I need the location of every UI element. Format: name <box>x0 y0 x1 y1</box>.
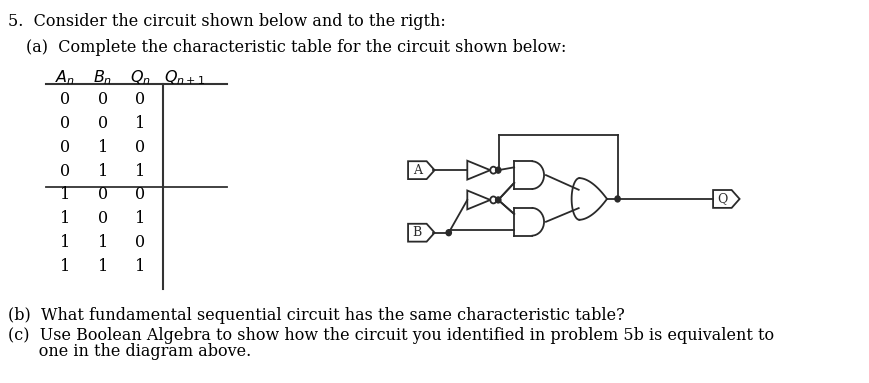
Text: 0: 0 <box>135 91 145 108</box>
Text: 1: 1 <box>98 139 108 156</box>
Text: $B_n$: $B_n$ <box>93 68 113 87</box>
Text: 0: 0 <box>135 139 145 156</box>
Text: B: B <box>412 226 421 239</box>
Text: 1: 1 <box>135 163 145 180</box>
Text: 1: 1 <box>135 210 145 227</box>
Text: 0: 0 <box>98 210 108 227</box>
Text: 1: 1 <box>98 234 108 251</box>
Text: 1: 1 <box>98 258 108 275</box>
Circle shape <box>446 230 451 236</box>
Circle shape <box>495 167 501 173</box>
Text: $A_n$: $A_n$ <box>55 68 75 87</box>
Text: 0: 0 <box>98 187 108 203</box>
Text: 0: 0 <box>135 187 145 203</box>
Circle shape <box>614 196 620 202</box>
Text: (c)  Use Boolean Algebra to show how the circuit you identified in problem 5b is: (c) Use Boolean Algebra to show how the … <box>9 327 773 344</box>
Text: $Q_n$: $Q_n$ <box>129 68 150 87</box>
Text: (b)  What fundamental sequential circuit has the same characteristic table?: (b) What fundamental sequential circuit … <box>9 307 625 324</box>
Text: A: A <box>413 164 421 177</box>
Text: 1: 1 <box>135 258 145 275</box>
Text: 1: 1 <box>60 258 70 275</box>
Circle shape <box>495 197 501 203</box>
Text: Q: Q <box>716 192 726 205</box>
Text: 1: 1 <box>60 234 70 251</box>
Text: one in the diagram above.: one in the diagram above. <box>9 343 251 360</box>
Text: 1: 1 <box>98 163 108 180</box>
Text: 0: 0 <box>98 115 108 132</box>
Text: 0: 0 <box>60 91 70 108</box>
Text: 5.  Consider the circuit shown below and to the rigth:: 5. Consider the circuit shown below and … <box>9 13 446 30</box>
Text: 1: 1 <box>60 210 70 227</box>
Text: 0: 0 <box>135 234 145 251</box>
Text: 0: 0 <box>60 139 70 156</box>
Text: 0: 0 <box>98 91 108 108</box>
Text: (a)  Complete the characteristic table for the circuit shown below:: (a) Complete the characteristic table fo… <box>26 39 566 56</box>
Text: 0: 0 <box>60 163 70 180</box>
Text: $Q_{n+1}$: $Q_{n+1}$ <box>163 68 205 87</box>
Text: 1: 1 <box>135 115 145 132</box>
Text: 1: 1 <box>60 187 70 203</box>
Text: 0: 0 <box>60 115 70 132</box>
